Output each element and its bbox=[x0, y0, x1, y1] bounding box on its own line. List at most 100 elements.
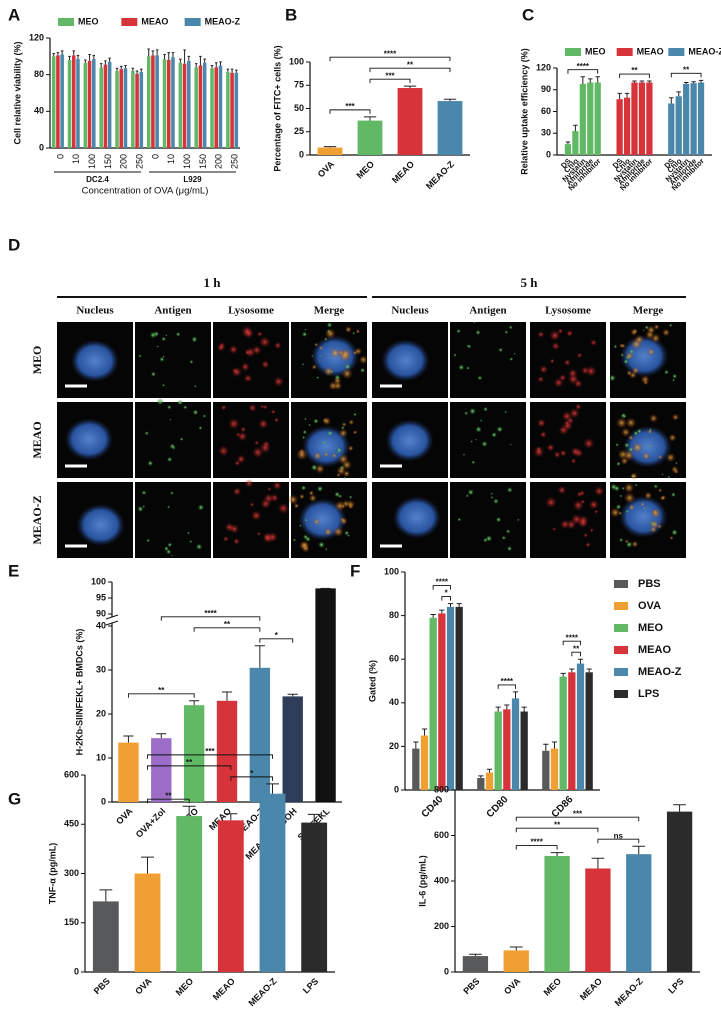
panel-letter: G bbox=[8, 789, 21, 808]
legend-swatch bbox=[614, 690, 628, 698]
antigen-dot bbox=[292, 538, 297, 542]
significance-bracket bbox=[670, 72, 702, 78]
lysosome-dot bbox=[341, 459, 353, 471]
antigen-dot bbox=[619, 494, 623, 498]
significance-label: ** bbox=[631, 66, 638, 75]
lysosome-dot bbox=[642, 452, 651, 461]
bar bbox=[623, 97, 631, 155]
error-bar bbox=[156, 733, 167, 739]
lysosome-dot bbox=[623, 482, 635, 494]
bar bbox=[579, 83, 586, 155]
legend-label: MEAO-Z bbox=[205, 16, 241, 26]
lysosome-dot bbox=[341, 367, 353, 380]
lysosome-dot bbox=[631, 366, 640, 375]
legend-swatch bbox=[565, 48, 581, 56]
bar bbox=[503, 950, 529, 972]
antigen-dot bbox=[189, 359, 194, 364]
antigen-dot bbox=[470, 440, 474, 443]
bar bbox=[146, 56, 151, 149]
lysosome-dot bbox=[295, 448, 308, 461]
antigen-dot bbox=[653, 484, 659, 489]
significance-label: **** bbox=[204, 609, 217, 618]
significance-label: **** bbox=[577, 62, 590, 71]
x-tick-label: MEAO-Z bbox=[246, 976, 279, 1009]
y-tick-label: 300 bbox=[64, 868, 79, 878]
legend-label: MEAO bbox=[141, 16, 168, 26]
error-bar bbox=[439, 609, 445, 614]
legend-label: MEAO-Z bbox=[638, 666, 682, 678]
error-bar bbox=[147, 48, 150, 57]
y-tick-label: 25 bbox=[294, 126, 304, 136]
lysosome-dot bbox=[590, 339, 597, 346]
lysosome-dot bbox=[323, 366, 334, 377]
x-tick-label: 0 bbox=[150, 154, 160, 159]
antigen-dot bbox=[464, 411, 469, 416]
significance-label: * bbox=[275, 631, 279, 640]
x-tick-label: MEO bbox=[174, 976, 196, 998]
lysosome-dot bbox=[293, 503, 300, 509]
lysosome-dot bbox=[589, 528, 594, 533]
bar bbox=[594, 82, 601, 155]
lysosome-dot bbox=[352, 430, 358, 435]
legend-label: MEAO-Z bbox=[688, 46, 721, 56]
time-header: 1 h bbox=[204, 275, 222, 290]
significance-label: ** bbox=[165, 791, 172, 800]
bar bbox=[511, 698, 520, 790]
antigen-dot bbox=[493, 498, 499, 504]
lysosome-dot bbox=[566, 416, 575, 425]
antigen-dot bbox=[193, 384, 197, 388]
antigen-dot bbox=[642, 352, 645, 355]
panel-letter: D bbox=[8, 235, 20, 254]
bar bbox=[194, 67, 198, 148]
lysosome-dot bbox=[620, 456, 629, 465]
y-tick-label: 50 bbox=[294, 103, 304, 113]
lysosome-dot bbox=[324, 328, 336, 340]
bar bbox=[216, 700, 238, 802]
bar bbox=[494, 711, 502, 790]
antigen-dot bbox=[150, 371, 157, 377]
bar bbox=[485, 772, 494, 790]
lysosome-dot bbox=[274, 341, 282, 350]
bar bbox=[166, 60, 171, 148]
lysosome-dot bbox=[218, 445, 230, 457]
lysosome-dot bbox=[339, 348, 352, 360]
antigen-dot bbox=[319, 354, 323, 357]
antigen-dot bbox=[473, 321, 476, 324]
bar bbox=[446, 606, 455, 790]
lysosome-dot bbox=[594, 509, 599, 514]
error-bar bbox=[52, 53, 55, 57]
x-tick-label: 150 bbox=[198, 154, 208, 169]
significance-bracket bbox=[497, 684, 516, 689]
y-tick-label: 100 bbox=[384, 566, 399, 576]
error-bar bbox=[68, 55, 71, 60]
antigen-dot bbox=[336, 451, 340, 454]
lysosome-dot bbox=[549, 329, 561, 342]
lysosome-dot bbox=[625, 417, 637, 429]
significance-label: **** bbox=[566, 633, 579, 642]
significance-bracket bbox=[515, 827, 599, 833]
bar bbox=[503, 709, 511, 790]
bar bbox=[576, 663, 585, 790]
antigen-dot bbox=[475, 329, 481, 336]
bar bbox=[210, 68, 214, 148]
bar bbox=[87, 60, 92, 148]
lysosome-dot bbox=[244, 349, 251, 356]
significance-label: **** bbox=[384, 49, 397, 58]
significance-bracket bbox=[597, 838, 640, 844]
bar bbox=[429, 617, 437, 790]
antigen-dot bbox=[517, 518, 520, 522]
antigen-dot bbox=[338, 494, 343, 499]
error-bar bbox=[550, 852, 564, 856]
bar bbox=[76, 59, 80, 149]
error-bar bbox=[586, 668, 592, 673]
lysosome-dot bbox=[570, 513, 583, 526]
antigen-dot bbox=[301, 363, 305, 366]
error-bar bbox=[124, 65, 127, 69]
antigen-dot bbox=[509, 357, 514, 362]
antigen-dot bbox=[482, 537, 488, 543]
antigen-dot bbox=[197, 504, 205, 511]
error-bar bbox=[92, 54, 96, 60]
antigen-dot bbox=[496, 426, 504, 433]
significance-label: *** bbox=[573, 809, 583, 818]
channel-label: Lysosome bbox=[545, 305, 591, 317]
